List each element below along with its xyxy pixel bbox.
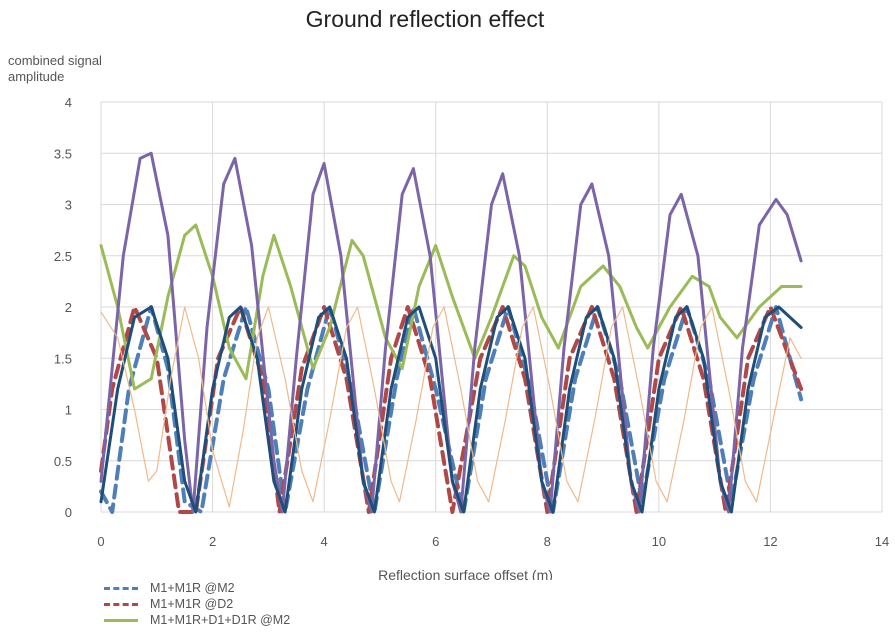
y-tick-label: 0.5 <box>54 454 72 469</box>
x-tick-label: 6 <box>432 534 439 549</box>
legend-entry: M1+M1R+D1+D1R @M2 <box>104 612 290 628</box>
legend-swatch <box>104 619 138 622</box>
x-tick-label: 0 <box>97 534 104 549</box>
x-tick-label: 2 <box>209 534 216 549</box>
y-tick-label: 3.5 <box>54 146 72 161</box>
x-tick-label: 12 <box>763 534 777 549</box>
x-tick-label: 10 <box>652 534 666 549</box>
y-tick-label: 3 <box>65 198 72 213</box>
x-tick-label: 14 <box>875 534 889 549</box>
legend-swatch <box>104 603 138 606</box>
legend-swatch <box>104 587 138 590</box>
x-tick-label: 4 <box>321 534 328 549</box>
y-tick-label: 2 <box>65 300 72 315</box>
legend-label: M1+M1R+D1+D1R @M2 <box>150 613 290 627</box>
legend-label: M1+M1R @M2 <box>150 581 235 595</box>
line-chart: 0 0.5 1 1.5 2 2.5 3 3.5 4 0 2 4 6 8 10 12 14 Reflection … <box>0 0 895 580</box>
y-tick-label: 1.5 <box>54 351 72 366</box>
legend-label: M1+M1R @D2 <box>150 597 233 611</box>
grid-lines <box>101 102 882 512</box>
legend-entry: M1+M1R @M2 <box>104 580 290 596</box>
x-axis-label: Reflection surface offset (m) <box>378 567 553 580</box>
legend-entry: M1+M1R @D2 <box>104 596 290 612</box>
series-lines <box>101 153 801 512</box>
y-tick-label: 0 <box>65 505 72 520</box>
y-tick-label: 2.5 <box>54 249 72 264</box>
y-tick-label: 1 <box>65 403 72 418</box>
y-tick-label: 4 <box>65 95 72 110</box>
chart-legend: M1+M1R @M2 M1+M1R @D2 M1+M1R+D1+D1R @M2 <box>104 580 290 628</box>
x-tick-label: 8 <box>544 534 551 549</box>
